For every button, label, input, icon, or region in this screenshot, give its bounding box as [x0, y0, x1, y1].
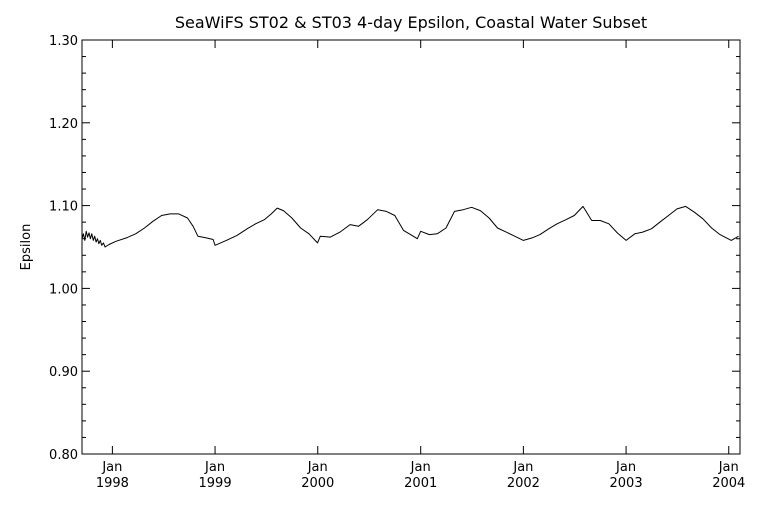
x-tick-year-4: 2002: [507, 476, 540, 491]
y-tick-label-1: 0.90: [49, 365, 78, 380]
x-tick-month-6: Jan: [718, 460, 739, 475]
epsilon-series-line: [81, 205, 739, 248]
plot-frame: [81, 39, 741, 455]
x-tick-month-1: Jan: [204, 460, 225, 475]
chart-title: SeaWiFS ST02 & ST03 4-day Epsilon, Coast…: [175, 13, 647, 32]
x-tick-year-0: 1998: [96, 476, 129, 491]
x-tick-year-1: 1999: [199, 476, 232, 491]
y-axis-ticks: 0.80 0.90 1.00 1.10 1.20 1.30: [49, 34, 740, 463]
y-axis-label: Epsilon: [19, 224, 34, 271]
y-tick-label-0: 0.80: [49, 448, 78, 463]
y-tick-label-3: 1.10: [49, 200, 78, 215]
y-tick-label-5: 1.30: [49, 34, 78, 49]
x-tick-month-4: Jan: [512, 460, 533, 475]
x-axis-ticks: Jan1998Jan1999Jan2000Jan2001Jan2002Jan20…: [96, 40, 745, 491]
x-tick-month-5: Jan: [615, 460, 636, 475]
x-tick-year-5: 2003: [610, 476, 643, 491]
x-tick-month-0: Jan: [101, 460, 122, 475]
x-tick-month-3: Jan: [410, 460, 431, 475]
y-tick-label-4: 1.20: [49, 117, 78, 132]
y-tick-label-2: 1.00: [49, 282, 78, 297]
x-tick-year-3: 2001: [404, 476, 437, 491]
x-tick-month-2: Jan: [307, 460, 328, 475]
x-tick-year-6: 2004: [712, 476, 745, 491]
x-tick-year-2: 2000: [301, 476, 334, 491]
